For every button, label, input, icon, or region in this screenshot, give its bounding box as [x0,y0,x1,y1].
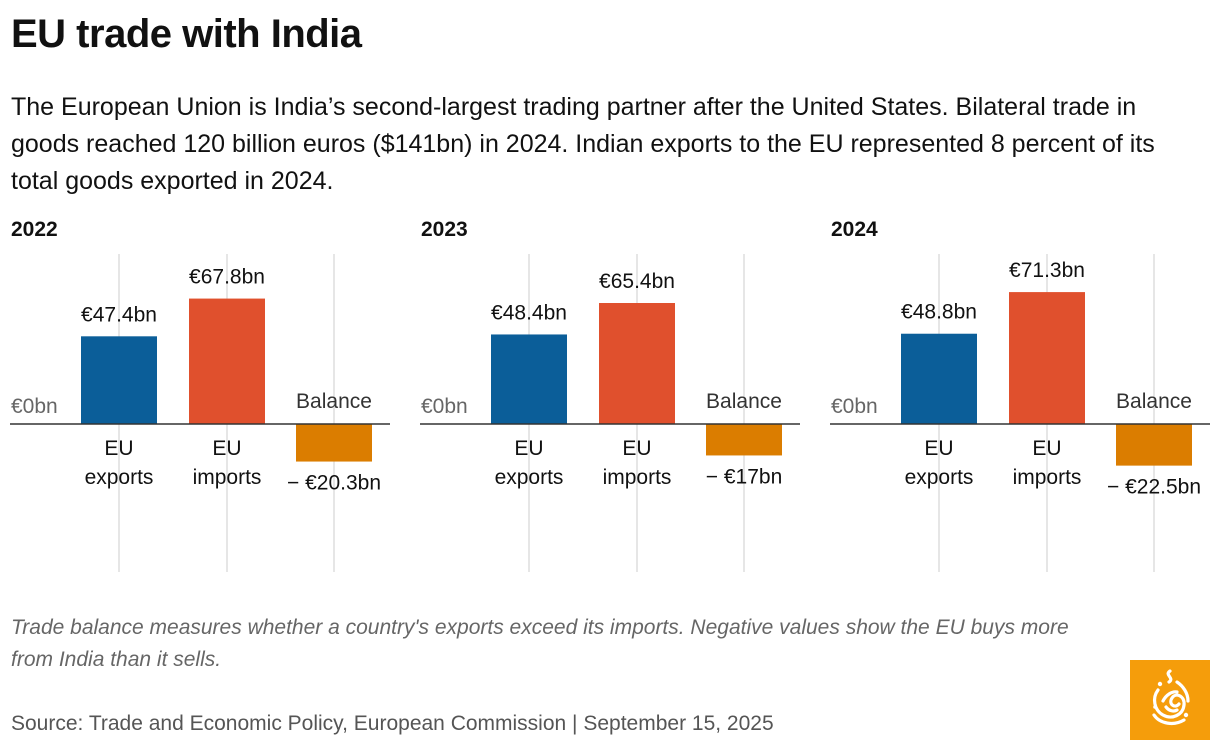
bar-balance [1116,424,1192,466]
value-label-balance: − €22.5bn [1107,476,1201,499]
zero-axis-label: €0bn [831,395,878,418]
value-label-balance: − €20.3bn [287,472,381,495]
value-label-eu-imports: €65.4bn [599,270,675,293]
chart-subtitle: The European Union is India’s second-lar… [11,93,1155,195]
category-label-eu-imports: imports [193,466,262,489]
bar-eu-exports [81,336,157,424]
value-label-eu-imports: €71.3bn [1009,259,1085,282]
value-label-eu-exports: €47.4bn [81,303,157,326]
category-label-eu-exports: EU [514,437,543,460]
source-line: Source: Trade and Economic Policy, Europ… [11,712,774,735]
category-label-eu-imports: EU [622,437,651,460]
value-label-eu-exports: €48.4bn [491,301,567,324]
bar-eu-exports [491,334,567,424]
bar-chart-2024: €0bn €48.8bn EU exports €71.3bn EU imports − €2… [830,254,1210,572]
zero-axis-label: €0bn [421,395,468,418]
category-label-eu-imports: imports [603,466,672,489]
category-label-balance: Balance [296,390,372,413]
category-label-balance: Balance [1116,390,1192,413]
panel-year-label: 2024 [831,218,878,241]
value-label-balance: − €17bn [706,465,783,488]
bar-eu-imports [1009,292,1085,424]
category-label-eu-imports: imports [1013,466,1082,489]
bar-chart-2022: €0bn €47.4bn EU exports €67.8bn EU imports − €2… [10,254,390,572]
panel-year-label: 2023 [421,218,468,241]
value-label-eu-imports: €67.8bn [189,266,265,289]
category-label-eu-exports: EU [104,437,133,460]
bar-balance [706,424,782,456]
category-label-eu-imports: EU [1032,437,1061,460]
bar-balance [296,424,372,462]
chart-note: Trade balance measures whether a country… [11,616,1069,671]
chart-panel-2022: 2022 €0bn €47.4bn EU exports €67.8bn EU import… [10,214,410,584]
al-jazeera-logo-icon [1130,660,1210,740]
category-label-eu-imports: EU [212,437,241,460]
value-label-eu-exports: €48.8bn [901,301,977,324]
chart-panel-2023: 2023 €0bn €48.4bn EU exports €65.4bn EU import… [420,214,820,584]
category-label-eu-exports: EU [924,437,953,460]
bar-eu-imports [599,303,675,424]
category-label-eu-exports: exports [495,466,564,489]
category-label-balance: Balance [706,390,782,413]
bar-chart-2023: €0bn €48.4bn EU exports €65.4bn EU imports − €1… [420,254,800,572]
bar-eu-exports [901,333,977,424]
category-label-eu-exports: exports [85,466,154,489]
panel-year-label: 2022 [11,218,58,241]
chart-title: EU trade with India [11,12,362,56]
category-label-eu-exports: exports [905,466,974,489]
chart-panel-2024: 2024 €0bn €48.8bn EU exports €71.3bn EU import… [830,214,1220,584]
bar-eu-imports [189,298,265,424]
zero-axis-label: €0bn [11,395,58,418]
